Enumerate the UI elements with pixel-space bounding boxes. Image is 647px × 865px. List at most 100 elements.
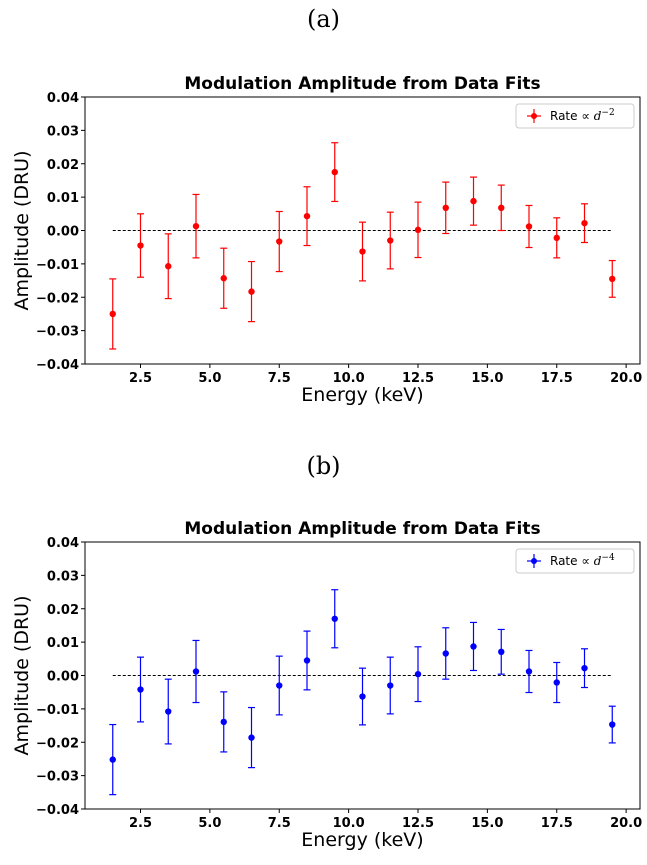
x-tick-label: 2.5 <box>129 816 152 831</box>
legend-marker <box>531 113 537 119</box>
legend: Rate ∝ d−4 <box>515 548 635 574</box>
data-marker <box>220 275 227 282</box>
data-point <box>303 186 311 247</box>
data-point <box>137 656 144 723</box>
data-point <box>414 646 422 703</box>
data-point <box>553 217 561 259</box>
data-point <box>442 181 450 235</box>
data-point <box>275 210 283 273</box>
data-marker <box>109 310 116 318</box>
data-marker <box>525 223 533 230</box>
x-tick-label: 5.0 <box>198 371 221 386</box>
data-marker <box>165 708 172 715</box>
data-marker <box>581 219 588 227</box>
y-tick-label: 0.04 <box>47 536 79 551</box>
data-marker <box>553 234 560 242</box>
data-marker <box>331 615 338 622</box>
data-point <box>359 667 366 726</box>
y-tick-label: 0.01 <box>47 636 79 651</box>
x-tick-label: 20.0 <box>610 816 642 831</box>
data-point <box>581 648 588 689</box>
legend-label: Rate ∝ d−4 <box>550 553 615 568</box>
legend-marker <box>531 558 537 564</box>
panel-label-b: (b) <box>306 452 341 480</box>
legend-label-exp: −2 <box>601 108 614 118</box>
y-tick-label: 0.00 <box>47 670 79 685</box>
y-tick-label: −0.04 <box>36 358 79 373</box>
data-marker <box>609 275 616 283</box>
data-point <box>470 176 477 226</box>
y-tick-label: −0.03 <box>36 770 79 785</box>
data-point <box>192 193 200 259</box>
data-point <box>470 621 477 672</box>
x-axis-label: Energy (keV) <box>301 829 423 851</box>
data-marker <box>109 756 116 763</box>
y-tick-label: −0.04 <box>36 803 79 818</box>
data-point <box>386 656 394 715</box>
y-tick-label: 0.03 <box>47 124 79 139</box>
data-point <box>525 649 533 694</box>
data-marker <box>192 222 200 230</box>
data-marker <box>137 242 144 249</box>
data-marker <box>498 648 505 656</box>
x-axis-label: Energy (keV) <box>301 384 423 406</box>
x-tick-label: 5.0 <box>198 816 221 831</box>
data-point <box>497 628 505 675</box>
data-marker <box>303 657 311 664</box>
data-marker <box>414 226 422 234</box>
data-marker <box>276 238 283 245</box>
data-point <box>248 260 255 323</box>
data-point <box>331 589 339 649</box>
data-marker <box>442 204 449 212</box>
y-tick-label: 0.01 <box>47 191 79 206</box>
x-tick-label: 7.5 <box>268 816 291 831</box>
y-tick-label: 0.02 <box>47 603 79 618</box>
data-point <box>275 655 283 716</box>
x-tick-label: 20.0 <box>610 371 642 386</box>
data-point <box>331 142 339 203</box>
chart-b: Modulation Amplitude from Data Fits −0.04… <box>11 519 642 851</box>
data-point <box>608 705 616 744</box>
data-marker <box>387 237 394 244</box>
data-marker <box>387 682 394 689</box>
chart-title: Modulation Amplitude from Data Fits <box>184 74 540 94</box>
data-marker <box>248 288 255 295</box>
data-marker <box>470 197 477 205</box>
y-tick-label: 0.04 <box>47 91 79 106</box>
data-point <box>608 259 616 298</box>
data-point <box>248 706 255 769</box>
legend-box <box>515 103 635 129</box>
y-tick-label: 0.03 <box>47 569 79 584</box>
data-point <box>553 661 561 704</box>
legend-label: Rate ∝ d−2 <box>550 108 615 123</box>
x-tick-label: 7.5 <box>268 371 291 386</box>
data-marker <box>192 668 200 675</box>
data-marker <box>248 734 255 741</box>
data-marker <box>165 263 172 270</box>
x-tick-label: 12.5 <box>402 816 434 831</box>
y-axis-label: Amplitude (DRU) <box>11 151 33 311</box>
x-tick-label: 10.0 <box>333 371 365 386</box>
x-tick-label: 15.0 <box>471 816 503 831</box>
x-tick-label: 15.0 <box>471 371 503 386</box>
data-point <box>386 211 394 270</box>
legend-label-var: d <box>594 554 602 568</box>
data-point <box>414 201 422 259</box>
data-point <box>192 639 200 704</box>
x-tick-label: 2.5 <box>129 371 152 386</box>
x-tick-label: 10.0 <box>333 816 365 831</box>
data-point <box>109 723 117 796</box>
data-point <box>497 184 505 232</box>
y-tick-label: −0.02 <box>36 291 79 306</box>
data-point <box>137 213 144 278</box>
data-point <box>220 691 228 753</box>
x-tick-label: 17.5 <box>541 371 573 386</box>
data-marker <box>609 721 616 728</box>
data-point <box>359 221 366 282</box>
legend-label-var: d <box>594 109 602 123</box>
data-marker <box>276 682 283 689</box>
data-marker <box>442 650 449 657</box>
y-tick-label: 0.00 <box>47 225 79 240</box>
y-tick-label: −0.03 <box>36 325 79 340</box>
data-marker <box>498 204 505 212</box>
